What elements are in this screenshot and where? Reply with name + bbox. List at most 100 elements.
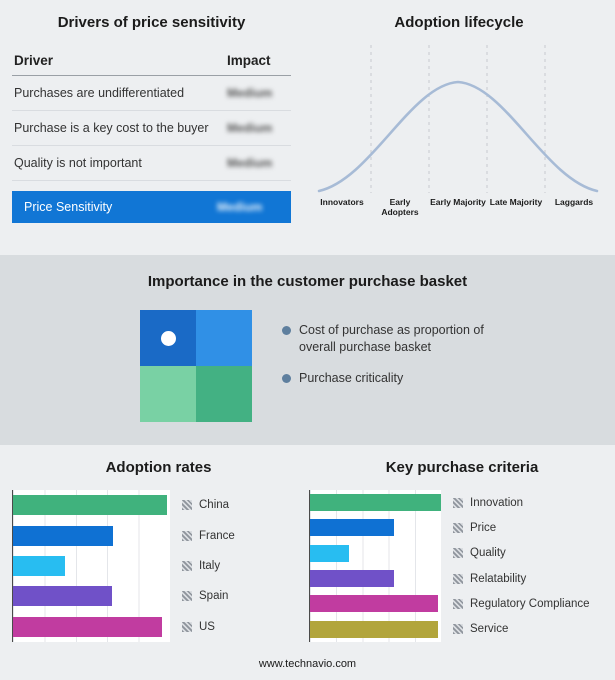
driver-cell: Quality is not important xyxy=(14,156,142,170)
legend-row: Regulatory Compliance xyxy=(453,598,590,610)
drivers-table: Driver Impact Purchases are undifferenti… xyxy=(12,45,291,223)
table-row: Purchases are undifferentiated Medium xyxy=(12,76,291,111)
bar-label: Innovation xyxy=(470,496,524,509)
bar-service xyxy=(310,620,439,638)
axis-label-early-majority: Early Majority xyxy=(430,197,486,207)
bar-quality xyxy=(310,544,350,562)
price-sensitivity-highlight-row: Price Sensitivity Medium xyxy=(12,191,291,223)
quadrant-matrix xyxy=(140,310,252,422)
bar-innovation xyxy=(310,494,441,512)
impact-cell-blurred: Medium xyxy=(227,86,273,100)
table-row: Purchase is a key cost to the buyer Medi… xyxy=(12,111,291,146)
legend-row: Innovation xyxy=(453,497,590,509)
quadrant-cell-bottom-left xyxy=(140,366,196,422)
adoption-lifecycle-panel: Adoption lifecycle Innovators Early Adop… xyxy=(305,0,615,255)
impact-cell-blurred: Medium xyxy=(227,156,273,170)
key-purchase-criteria-plot xyxy=(309,490,441,642)
adoption-rates-chart: China France Italy Spain US xyxy=(12,490,305,642)
purchase-basket-title: Importance in the customer purchase bask… xyxy=(147,273,468,290)
bar-label: Quality xyxy=(470,547,506,560)
hatch-swatch-icon xyxy=(453,573,463,584)
impact-cell-blurred: Medium xyxy=(227,121,273,135)
axis-label-laggards: Laggards xyxy=(554,197,594,207)
hatch-swatch-icon xyxy=(182,500,192,511)
adoption-rates-title: Adoption rates xyxy=(105,459,212,476)
quadrant-cell-top-right xyxy=(196,310,252,366)
price-sensitivity-label: Price Sensitivity xyxy=(24,200,113,214)
legend-row: Price xyxy=(453,522,590,534)
bar-spain xyxy=(13,586,112,607)
legend-text: Cost of purchase as proportion of overal… xyxy=(299,323,484,354)
footer: www.technavio.com xyxy=(0,658,615,670)
hatch-swatch-icon xyxy=(453,548,463,559)
key-purchase-criteria-panel: Key purchase criteria Innovation Price Q… xyxy=(305,453,615,642)
price-sensitivity-impact-blurred: Medium xyxy=(217,200,263,214)
hatch-swatch-icon xyxy=(453,497,463,508)
legend-item: Cost of purchase as proportion of overal… xyxy=(282,322,507,356)
bar-label: France xyxy=(199,529,235,542)
bar-label: US xyxy=(199,620,215,633)
bar-label: Regulatory Compliance xyxy=(470,597,590,610)
basket-legend: Cost of purchase as proportion of overal… xyxy=(282,310,507,401)
lifecycle-axis-labels: Innovators Early Adopters Early Majority… xyxy=(313,197,605,218)
bar-label: Service xyxy=(470,623,509,636)
bar-label: Spain xyxy=(199,590,229,603)
bell-curve-chart xyxy=(317,45,599,193)
bottom-row: Adoption rates China France Italy Spain … xyxy=(0,445,615,642)
drivers-of-price-sensitivity-panel: Drivers of price sensitivity Driver Impa… xyxy=(0,0,305,255)
purchase-basket-band: Importance in the customer purchase bask… xyxy=(0,255,615,445)
driver-cell: Purchases are undifferentiated xyxy=(14,86,185,100)
hatch-swatch-icon xyxy=(182,530,192,541)
hatch-swatch-icon xyxy=(453,624,463,635)
adoption-rates-panel: Adoption rates China France Italy Spain … xyxy=(0,453,305,642)
legend-row: Quality xyxy=(453,547,590,559)
drivers-table-header: Driver Impact xyxy=(12,45,291,76)
quadrant-cell-bottom-right xyxy=(196,366,252,422)
legend-text: Purchase criticality xyxy=(299,370,404,385)
bell-curve xyxy=(317,80,599,193)
hatch-swatch-icon xyxy=(182,560,192,571)
matrix-position-dot xyxy=(161,331,176,346)
hatch-swatch-icon xyxy=(182,621,192,632)
key-purchase-criteria-chart: Innovation Price Quality Relatability Re… xyxy=(309,490,615,642)
bullet-icon xyxy=(282,373,291,383)
bar-relatability xyxy=(310,570,394,588)
bullet-icon xyxy=(282,326,291,335)
bar-label: Price xyxy=(470,521,497,534)
axis-label-innovators: Innovators xyxy=(320,197,364,207)
bar-label: China xyxy=(199,499,230,512)
adoption-rates-labels: China France Italy Spain US xyxy=(182,490,235,642)
legend-row: Spain xyxy=(182,590,235,602)
legend-row: Italy xyxy=(182,560,235,572)
column-header-driver: Driver xyxy=(14,53,54,68)
hatch-swatch-icon xyxy=(453,598,463,609)
key-purchase-criteria-labels: Innovation Price Quality Relatability Re… xyxy=(453,490,590,642)
bar-regulatory-compliance xyxy=(310,595,439,613)
axis-label-early-adopters: Early Adopters xyxy=(381,197,419,217)
axis-label-late-majority: Late Majority xyxy=(489,197,543,207)
purchase-basket-content: Cost of purchase as proportion of overal… xyxy=(0,310,615,422)
legend-item: Purchase criticality xyxy=(282,370,507,387)
bar-france xyxy=(13,525,114,546)
legend-row: Service xyxy=(453,623,590,635)
lifecycle-panel-title: Adoption lifecycle xyxy=(394,14,524,31)
bar-us xyxy=(13,616,163,637)
bar-price xyxy=(310,519,394,537)
footer-link: www.technavio.com xyxy=(258,658,357,670)
top-row: Drivers of price sensitivity Driver Impa… xyxy=(0,0,615,255)
hatch-swatch-icon xyxy=(453,522,463,533)
drivers-panel-title: Drivers of price sensitivity xyxy=(57,14,246,31)
legend-row: China xyxy=(182,499,235,511)
hatch-swatch-icon xyxy=(182,591,192,602)
adoption-lifecycle-chart: Innovators Early Adopters Early Majority… xyxy=(313,43,605,218)
column-header-impact: Impact xyxy=(227,53,271,68)
legend-row: Relatability xyxy=(453,573,590,585)
bar-label: Italy xyxy=(199,559,221,572)
key-purchase-criteria-title: Key purchase criteria xyxy=(385,459,539,476)
table-row: Quality is not important Medium xyxy=(12,146,291,181)
bar-italy xyxy=(13,555,65,576)
bar-label: Relatability xyxy=(470,572,527,585)
driver-cell: Purchase is a key cost to the buyer xyxy=(14,121,209,135)
bar-china xyxy=(13,495,167,516)
